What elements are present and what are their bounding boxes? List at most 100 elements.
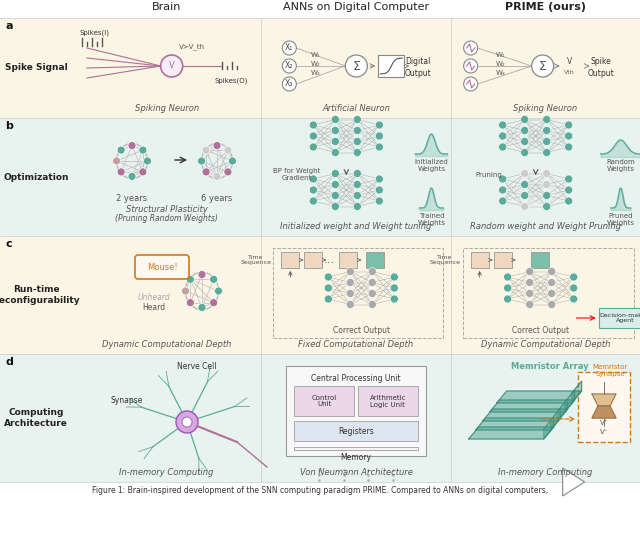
Text: Registers: Registers: [338, 426, 374, 436]
Circle shape: [324, 295, 332, 303]
Text: In-memory Computing: In-memory Computing: [120, 468, 214, 477]
Circle shape: [375, 143, 383, 151]
Text: Pruning: Pruning: [476, 172, 502, 178]
Circle shape: [525, 300, 534, 309]
Bar: [273, 248, 443, 338]
Circle shape: [282, 41, 296, 55]
Bar: [0, 18, 640, 118]
Circle shape: [369, 289, 376, 298]
Text: X₁: X₁: [285, 43, 294, 53]
Circle shape: [525, 278, 534, 287]
Text: (Pruning Random Weights): (Pruning Random Weights): [115, 214, 218, 223]
Circle shape: [213, 173, 221, 180]
Text: Synapse: Synapse: [111, 396, 143, 405]
Circle shape: [375, 175, 383, 183]
Text: Spiking Neuron: Spiking Neuron: [513, 104, 577, 113]
Bar: [282, 252, 300, 268]
Circle shape: [521, 116, 529, 123]
Text: Dynamic Computational Depth: Dynamic Computational Depth: [481, 340, 610, 349]
Bar: [286, 366, 426, 456]
Circle shape: [521, 180, 529, 189]
Text: Structural Plasticity: Structural Plasticity: [125, 205, 207, 214]
Text: Run-time
Reconfigurability: Run-time Reconfigurability: [0, 286, 80, 305]
Bar: [339, 252, 357, 268]
Circle shape: [346, 55, 367, 77]
Circle shape: [504, 273, 511, 281]
Circle shape: [570, 284, 578, 292]
Circle shape: [390, 284, 398, 292]
Text: Σ: Σ: [353, 60, 360, 72]
Text: X₂: X₂: [285, 61, 294, 71]
Circle shape: [128, 141, 136, 150]
Circle shape: [564, 121, 573, 129]
Circle shape: [332, 138, 339, 146]
Circle shape: [375, 186, 383, 194]
Circle shape: [210, 275, 218, 283]
Text: Memristor
Synapse: Memristor Synapse: [592, 364, 628, 377]
Circle shape: [332, 169, 339, 178]
Bar: [305, 252, 323, 268]
Circle shape: [228, 157, 236, 165]
Circle shape: [521, 127, 529, 134]
Circle shape: [198, 271, 206, 278]
Circle shape: [463, 77, 477, 91]
Text: d: d: [5, 357, 13, 367]
Circle shape: [543, 127, 550, 134]
Circle shape: [210, 299, 218, 307]
Circle shape: [375, 132, 383, 140]
Text: Unheard: Unheard: [138, 294, 170, 302]
Polygon shape: [592, 394, 616, 406]
Text: V>V_th: V>V_th: [179, 43, 205, 50]
Text: Spikes(O): Spikes(O): [215, 78, 248, 84]
Polygon shape: [592, 406, 616, 418]
Circle shape: [139, 168, 147, 176]
Polygon shape: [490, 400, 575, 412]
Text: ANNs on Digital Computer: ANNs on Digital Computer: [283, 2, 429, 12]
Circle shape: [353, 116, 362, 123]
Text: Computing
Architecture: Computing Architecture: [4, 408, 68, 427]
Circle shape: [332, 180, 339, 189]
Text: Time
Sequence: Time Sequence: [241, 255, 271, 265]
Circle shape: [532, 55, 554, 77]
Text: W₂: W₂: [496, 61, 506, 67]
Circle shape: [346, 267, 355, 276]
Bar: [578, 372, 630, 442]
Circle shape: [543, 149, 550, 157]
Circle shape: [346, 289, 355, 298]
Polygon shape: [468, 427, 554, 439]
Text: V: V: [567, 58, 572, 66]
Text: Control
Unit: Control Unit: [312, 395, 337, 408]
Polygon shape: [563, 468, 585, 496]
Text: Correct Output: Correct Output: [512, 326, 569, 335]
Text: W₃: W₃: [496, 70, 506, 76]
Text: Random weight and Weight Pruning: Random weight and Weight Pruning: [470, 222, 621, 231]
Text: Dynamic Computational Depth: Dynamic Computational Depth: [102, 340, 231, 349]
Text: W₁: W₁: [311, 52, 321, 58]
Text: BP for Weight
Gradient: BP for Weight Gradient: [273, 168, 320, 181]
Circle shape: [309, 132, 317, 140]
Circle shape: [353, 203, 362, 210]
Circle shape: [309, 143, 317, 151]
Circle shape: [548, 289, 556, 298]
Bar: [294, 386, 354, 416]
Circle shape: [332, 191, 339, 199]
Bar: [598, 308, 640, 328]
Circle shape: [548, 278, 556, 287]
Text: Spike: Spike: [590, 56, 611, 66]
Circle shape: [564, 132, 573, 140]
Bar: [0, 236, 640, 354]
Text: c: c: [5, 239, 12, 249]
Polygon shape: [564, 390, 575, 412]
Circle shape: [182, 417, 192, 427]
Text: Initialized weight and Weight tuning: Initialized weight and Weight tuning: [280, 222, 432, 231]
Circle shape: [282, 77, 296, 91]
Bar: [294, 421, 418, 441]
Circle shape: [324, 284, 332, 292]
Circle shape: [143, 157, 152, 165]
Circle shape: [543, 169, 550, 178]
Bar: [358, 386, 418, 416]
Circle shape: [198, 304, 206, 311]
Text: a: a: [5, 21, 13, 31]
Text: W₂: W₂: [311, 61, 321, 67]
Circle shape: [332, 149, 339, 157]
